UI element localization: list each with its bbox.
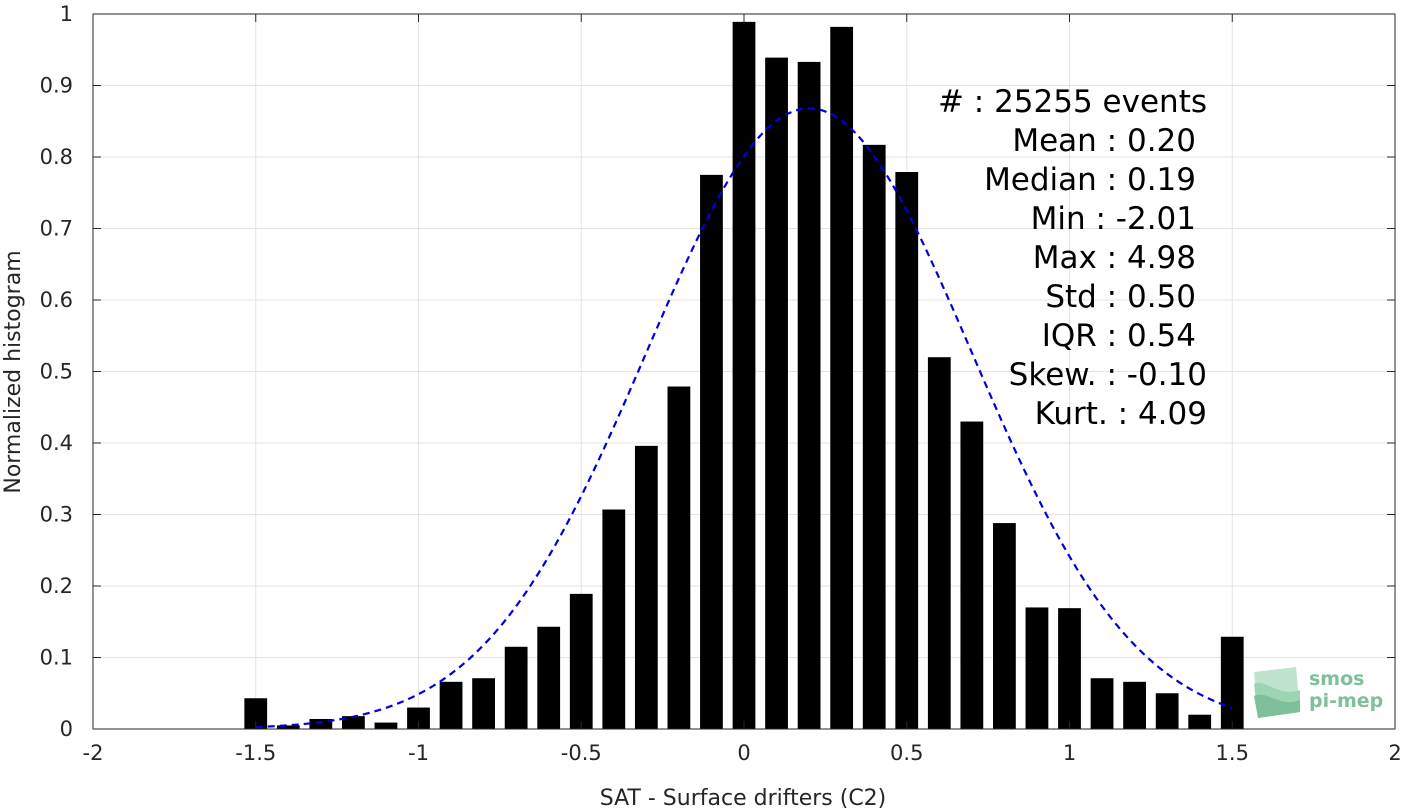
histogram-bar xyxy=(309,718,333,729)
axis-ticks xyxy=(92,13,1396,730)
x-axis-label: SAT - Surface drifters (C2) xyxy=(600,786,887,811)
y-tick-label: 0.2 xyxy=(40,574,73,598)
x-tick-label: 1.5 xyxy=(1216,741,1249,765)
y-axis-label: Normalized histogram xyxy=(1,250,26,493)
histogram-bar xyxy=(960,421,984,729)
x-tick-labels: -2 -1.5 -1 -0.5 0 0.5 1 1.5 2 xyxy=(83,741,1402,765)
histogram-bar xyxy=(1188,714,1212,729)
y-tick-label: 0.1 xyxy=(40,646,73,670)
gaussian-fit-curve xyxy=(255,107,1233,729)
histogram-bar xyxy=(1025,607,1049,729)
stat-line: Mean : 0.20 xyxy=(1012,123,1196,159)
histogram-bar xyxy=(895,172,919,729)
histogram-bar xyxy=(244,698,268,729)
logo-text-pi-mep: pi-mep xyxy=(1309,690,1383,712)
histogram-bar xyxy=(797,61,821,729)
x-tick-label: -0.5 xyxy=(561,741,602,765)
x-tick-label: 2 xyxy=(1388,741,1401,765)
histogram-bar xyxy=(732,21,756,730)
y-tick-label: 0.5 xyxy=(40,360,73,384)
histogram-bar xyxy=(993,523,1016,729)
histogram-bar xyxy=(700,174,723,729)
histogram-bar xyxy=(569,593,593,729)
histogram-bar xyxy=(1155,693,1179,729)
y-tick-label: 1 xyxy=(60,2,73,26)
x-tick-label: -1.5 xyxy=(235,741,276,765)
smos-pi-mep-logo: smos pi-mep xyxy=(1254,667,1383,718)
x-tick-label: -1 xyxy=(408,741,429,765)
histogram-bar xyxy=(667,386,691,729)
x-tick-label: 0 xyxy=(737,741,750,765)
logo-wave-icon xyxy=(1254,667,1300,718)
y-tick-label: 0.4 xyxy=(40,431,73,455)
stat-line: Max : 4.98 xyxy=(1033,240,1196,276)
histogram-bar xyxy=(1220,636,1244,729)
histogram-bar xyxy=(407,707,430,729)
histogram-bar xyxy=(276,725,300,729)
histogram-bar xyxy=(537,626,561,729)
y-tick-label: 0.7 xyxy=(40,217,73,241)
stat-line: # : 25255 events xyxy=(938,84,1207,120)
y-tick-label: 0.6 xyxy=(40,288,73,312)
stat-line: Median : 0.19 xyxy=(984,162,1196,198)
histogram-bar xyxy=(374,722,398,729)
y-tick-label: 0 xyxy=(60,717,73,741)
x-tick-label: -2 xyxy=(83,741,104,765)
histogram-bar xyxy=(1058,608,1081,729)
stat-line: Std : 0.50 xyxy=(1045,279,1196,315)
histogram-bar xyxy=(439,681,463,729)
x-tick-label: 0.5 xyxy=(890,741,923,765)
y-tick-label: 0.9 xyxy=(40,74,73,98)
histogram-bar xyxy=(602,509,626,729)
histogram-bar xyxy=(472,678,495,729)
y-tick-label: 0.3 xyxy=(40,503,73,527)
histogram-bar xyxy=(765,57,788,730)
histogram-bar xyxy=(927,357,951,729)
stat-line: Min : -2.01 xyxy=(1031,201,1196,237)
y-tick-labels: 0 0.1 0.2 0.3 0.4 0.5 0.6 0.7 0.8 0.9 1 xyxy=(40,2,73,741)
histogram-bars xyxy=(244,21,1244,730)
histogram-bar xyxy=(342,716,365,729)
histogram-bar xyxy=(830,26,854,730)
histogram-bar xyxy=(634,445,658,729)
histogram-bar xyxy=(1090,678,1114,729)
logo-text-smos: smos xyxy=(1309,668,1364,690)
histogram-bar xyxy=(862,144,886,730)
histogram-bar xyxy=(1123,681,1146,729)
stat-line: Kurt. : 4.09 xyxy=(1035,396,1207,432)
histogram-bar xyxy=(504,646,528,729)
y-tick-label: 0.8 xyxy=(40,145,73,169)
x-tick-label: 1 xyxy=(1063,741,1076,765)
stat-line: Skew. : -0.10 xyxy=(1009,357,1207,393)
stat-line: IQR : 0.54 xyxy=(1042,318,1196,354)
